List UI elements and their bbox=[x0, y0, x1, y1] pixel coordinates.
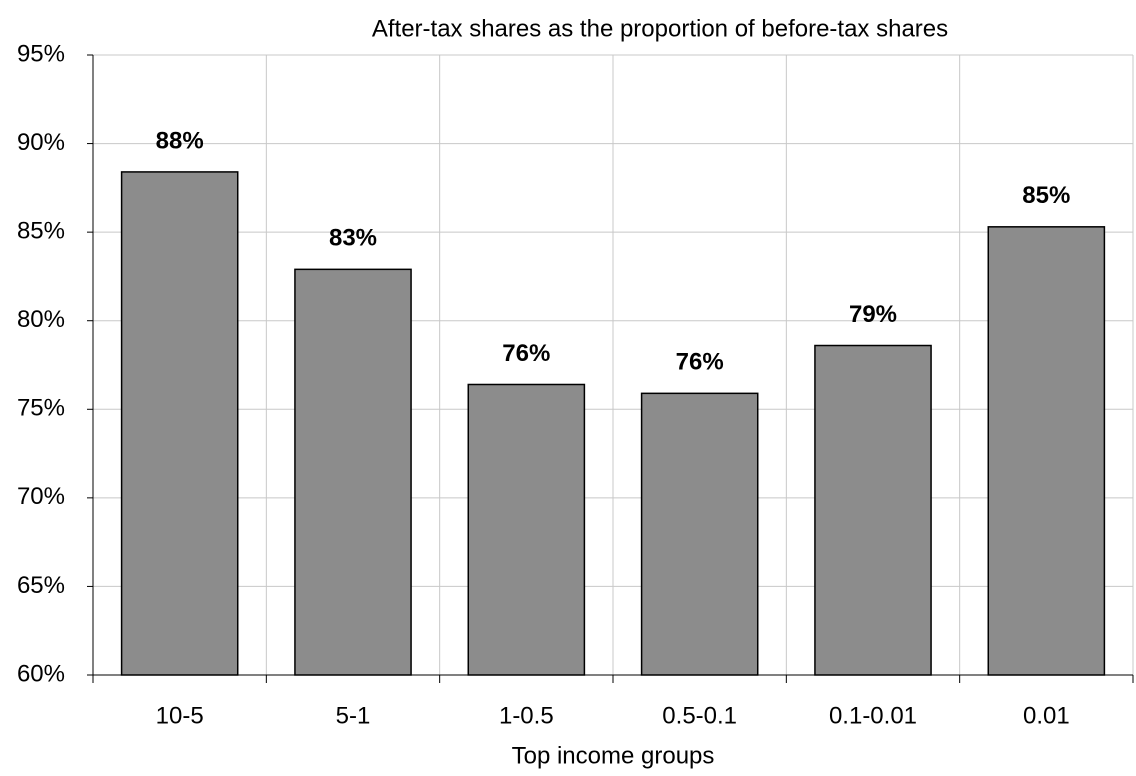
x-tick-label: 0.1-0.01 bbox=[829, 702, 917, 729]
y-tick-label: 65% bbox=[17, 572, 65, 599]
y-tick-label: 70% bbox=[17, 483, 65, 510]
bar bbox=[814, 344, 932, 676]
data-label: 83% bbox=[329, 225, 377, 252]
y-tick-label: 80% bbox=[17, 306, 65, 333]
y-tick-label: 75% bbox=[17, 395, 65, 422]
data-label: 76% bbox=[676, 349, 724, 376]
x-tick-label: 5-1 bbox=[336, 702, 371, 729]
chart-title: After-tax shares as the proportion of be… bbox=[372, 15, 948, 42]
x-tick-label: 1-0.5 bbox=[499, 702, 554, 729]
bar bbox=[987, 226, 1106, 676]
x-tick-label: 10-5 bbox=[156, 702, 204, 729]
bar bbox=[640, 392, 759, 676]
data-label: 79% bbox=[849, 301, 897, 328]
y-tick-label: 95% bbox=[17, 40, 65, 67]
bar bbox=[467, 383, 586, 676]
data-label: 76% bbox=[502, 340, 550, 367]
x-axis-label: Top income groups bbox=[512, 742, 715, 769]
y-tick-label: 90% bbox=[17, 129, 65, 156]
data-label: 88% bbox=[156, 127, 204, 154]
x-tick-label: 0.01 bbox=[1023, 702, 1070, 729]
bar bbox=[120, 171, 239, 676]
bar bbox=[294, 268, 412, 676]
data-label: 85% bbox=[1022, 182, 1070, 209]
y-tick-label: 85% bbox=[17, 217, 65, 244]
y-tick-label: 60% bbox=[17, 660, 65, 687]
x-tick-label: 0.5-0.1 bbox=[662, 702, 737, 729]
